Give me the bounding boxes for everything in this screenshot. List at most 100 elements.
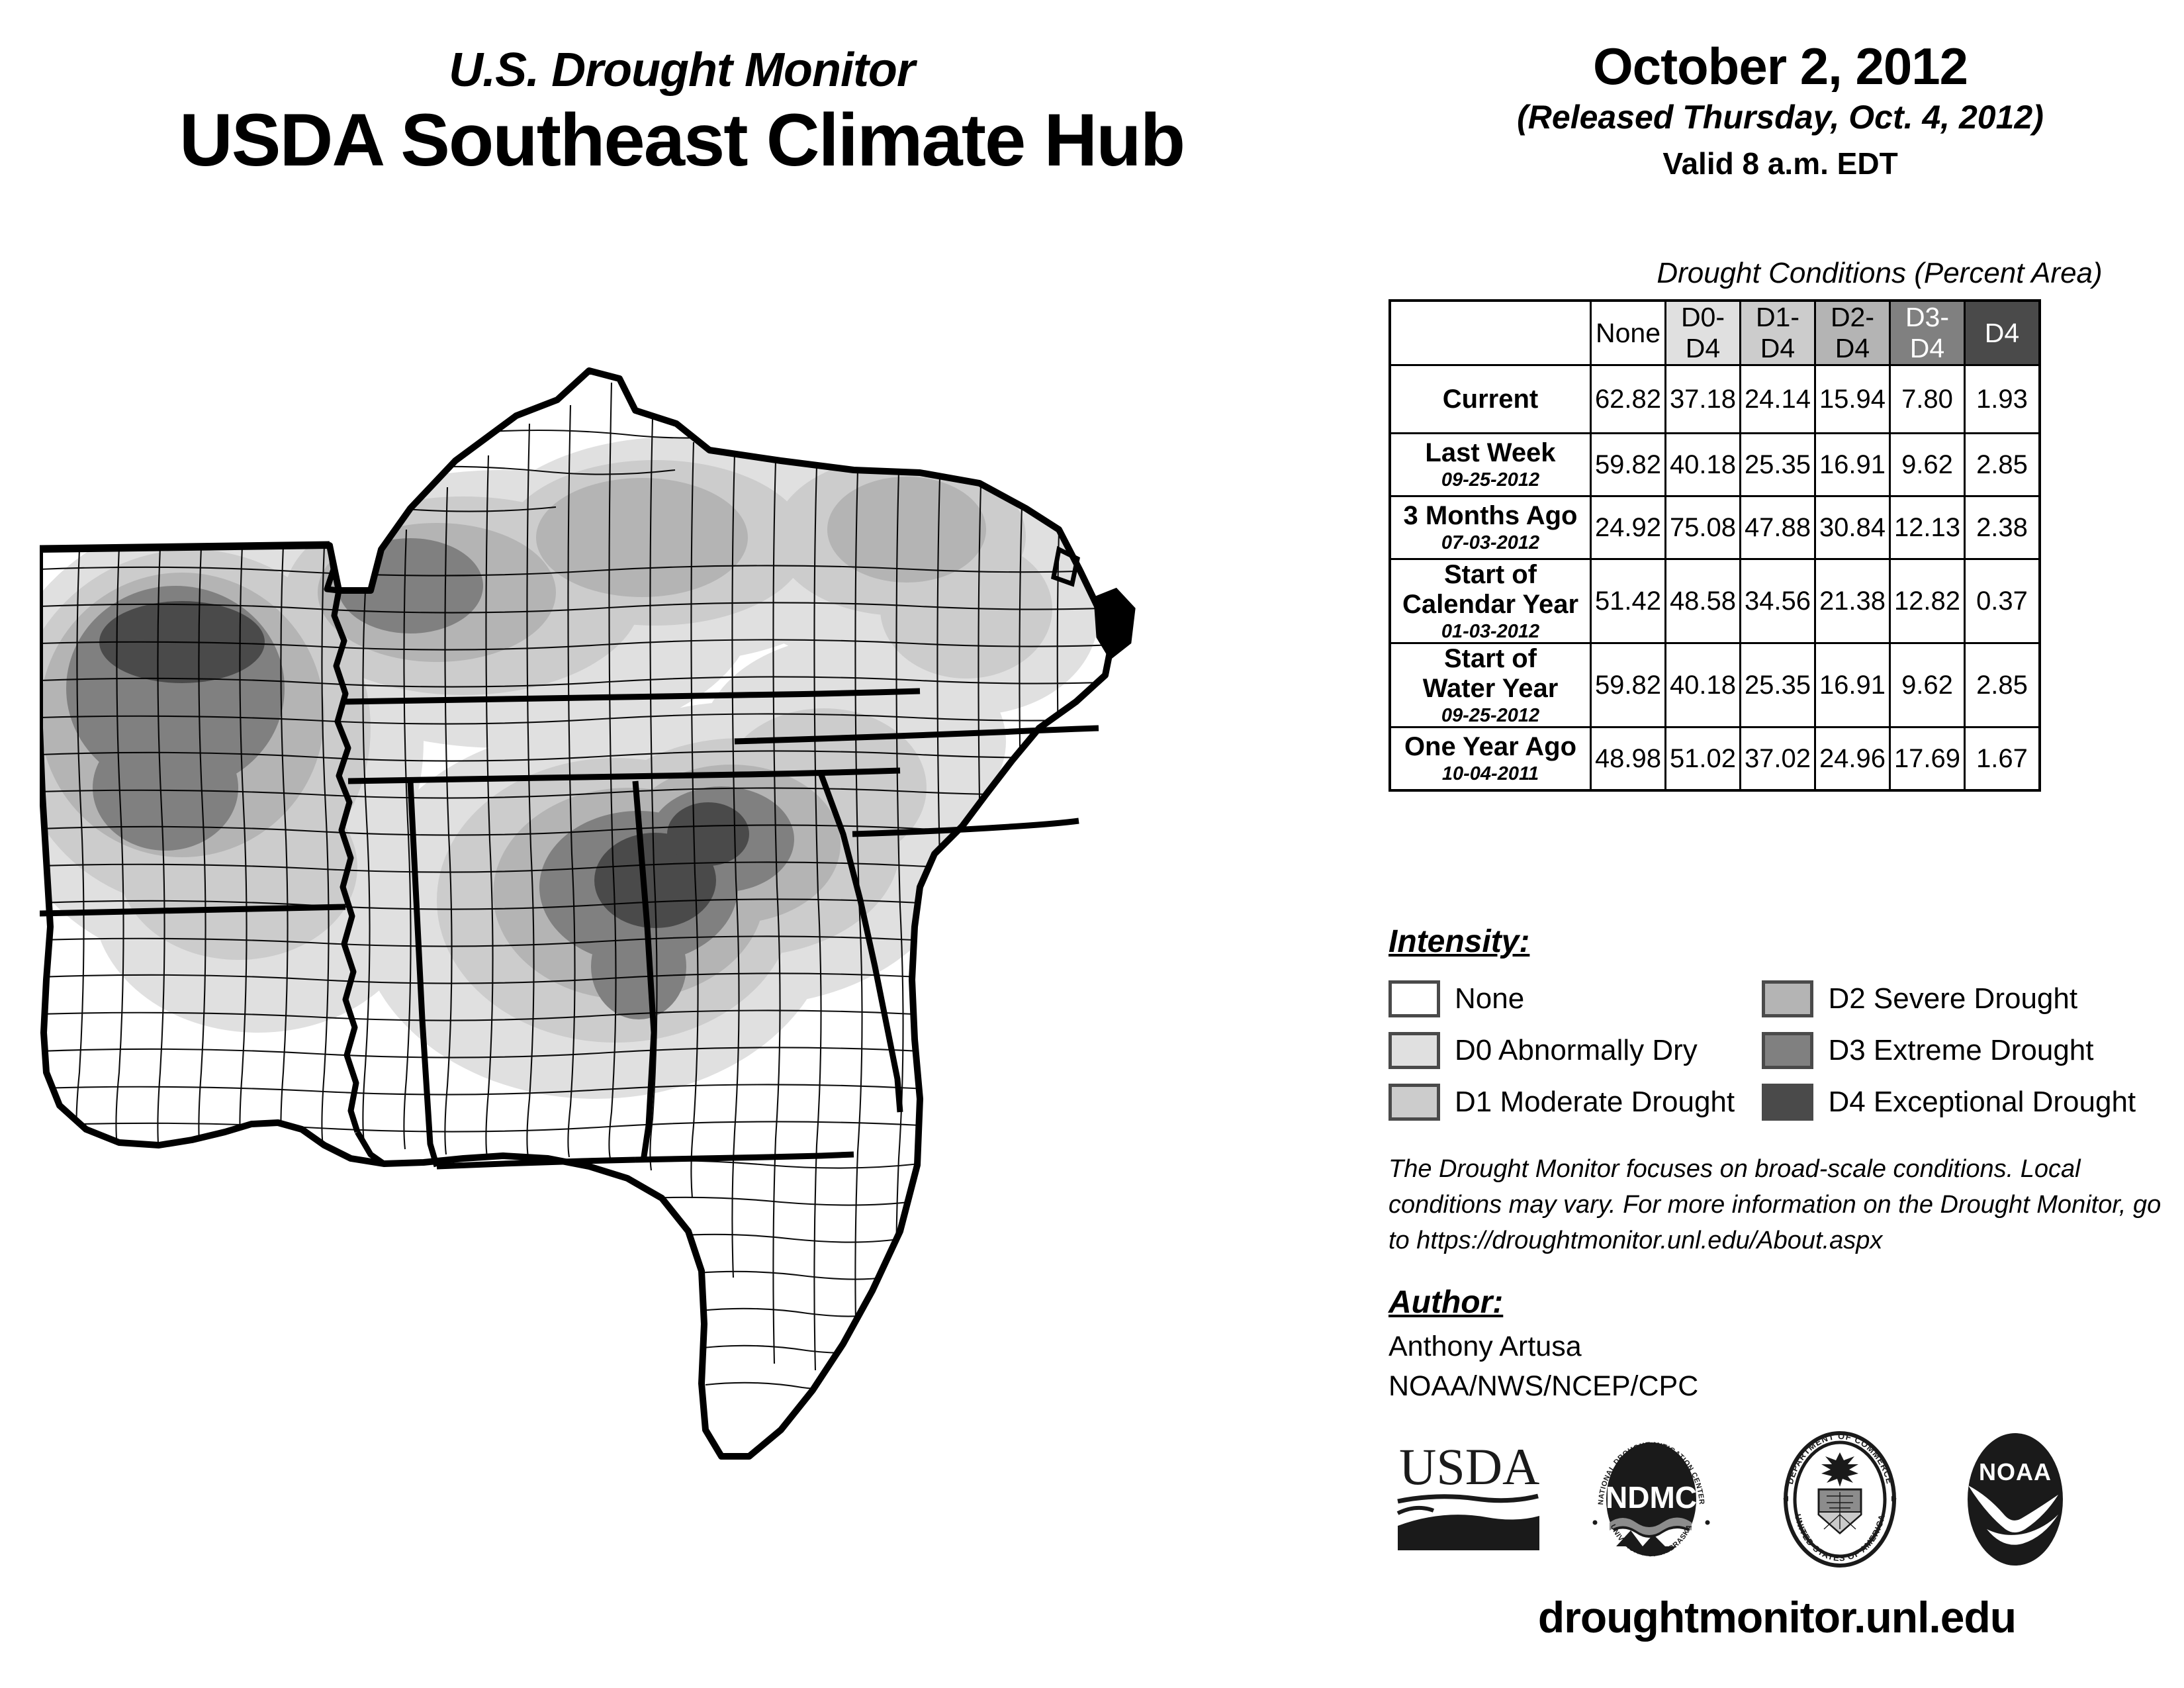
author-name: Anthony Artusa (1388, 1331, 1582, 1362)
cell-scy-d2d4: 21.38 (1814, 557, 1891, 645)
legend-item-d4: D4 Exceptional Drought (1762, 1076, 2172, 1128)
cell-scy-d0d4: 48.58 (1664, 557, 1741, 645)
row-label-text: Last Week (1425, 438, 1556, 468)
swatch-d2-icon (1762, 980, 1814, 1017)
cell-scy-d1d4: 34.56 (1739, 557, 1816, 645)
cell-swy-d3d4: 9.62 (1889, 642, 1966, 729)
cell-current-d3d4: 7.80 (1889, 364, 1966, 434)
cell-swy-d1d4: 25.35 (1739, 642, 1816, 729)
table-header-row: None D0-D4 D1-D4 D2-D4 D3-D4 D4 (1390, 299, 2041, 366)
release-date: (Released Thursday, Oct. 4, 2012) (1517, 98, 2044, 136)
legend-label-d4: D4 Exceptional Drought (1828, 1086, 2136, 1118)
cell-lastweek-d4: 2.85 (1964, 432, 2041, 497)
drought-map (40, 331, 1297, 1523)
row-label-start-of-water-year: Start of Water Year 09-25-2012 (1388, 642, 1592, 729)
cell-3mo-d2d4: 30.84 (1814, 495, 1891, 560)
cell-lastweek-d2d4: 16.91 (1814, 432, 1891, 497)
legend-item-d2: D2 Severe Drought (1762, 973, 2172, 1025)
legend-label-d0: D0 Abnormally Dry (1455, 1034, 1698, 1066)
legend-column-left: None D0 Abnormally Dry D1 Moderate Droug… (1388, 973, 1759, 1128)
cell-current-d1d4: 24.14 (1739, 364, 1816, 434)
cell-swy-none: 59.82 (1590, 642, 1666, 729)
logo-row: USDA NDMC NATIONAL DROUGHT MITIGATION CE… (1383, 1430, 2171, 1582)
page-title: USDA Southeast Climate Hub (179, 99, 1185, 181)
legend-label-d1: D1 Moderate Drought (1455, 1086, 1735, 1118)
row-label-current: Current (1388, 364, 1592, 434)
table-row: Last Week 09-25-2012 59.82 40.18 25.35 1… (1388, 432, 2041, 497)
doc-logo-icon: DEPARTMENT OF COMMERCE UNITED STATES OF … (1783, 1431, 1897, 1568)
cell-3mo-d1d4: 47.88 (1739, 495, 1816, 560)
swatch-d4-icon (1762, 1084, 1814, 1121)
cell-oya-d3d4: 17.69 (1889, 726, 1966, 792)
row-label-date: 07-03-2012 (1441, 532, 1540, 554)
row-label-date: 09-25-2012 (1441, 704, 1540, 726)
usda-logo-icon: USDA (1396, 1438, 1539, 1550)
ndmc-logo-icon: NDMC NATIONAL DROUGHT MITIGATION CENTER … (1592, 1441, 1710, 1558)
author-organization: NOAA/NWS/NCEP/CPC (1388, 1370, 1699, 1402)
table-row: Start of Calendar Year 01-03-2012 51.42 … (1388, 557, 2041, 645)
table-row: Current 62.82 37.18 24.14 15.94 7.80 1.9… (1388, 364, 2041, 434)
cell-current-d4: 1.93 (1964, 364, 2041, 434)
cell-scy-d4: 0.37 (1964, 557, 2041, 645)
cell-current-none: 62.82 (1590, 364, 1666, 434)
author-heading: Author: (1388, 1285, 1504, 1320)
usdm-subtitle: U.S. Drought Monitor (449, 44, 915, 97)
disclaimer-text: The Drought Monitor focuses on broad-sca… (1388, 1155, 2161, 1254)
row-label-three-months-ago: 3 Months Ago 07-03-2012 (1388, 495, 1592, 560)
row-label-text: One Year Ago (1404, 732, 1577, 762)
cell-oya-none: 48.98 (1590, 726, 1666, 792)
cell-scy-none: 51.42 (1590, 557, 1666, 645)
cell-3mo-none: 24.92 (1590, 495, 1666, 560)
svg-text:NDMC: NDMC (1606, 1480, 1697, 1515)
cell-oya-d4: 1.67 (1964, 726, 2041, 792)
row-label-text: 3 Months Ago (1403, 501, 1578, 531)
issue-date: October 2, 2012 (1593, 37, 1968, 95)
swatch-d1-icon (1388, 1084, 1440, 1121)
row-label-text-line2: Water Year (1422, 673, 1559, 703)
legend-column-right: D2 Severe Drought D3 Extreme Drought D4 … (1762, 973, 2172, 1128)
cell-lastweek-d3d4: 9.62 (1889, 432, 1966, 497)
cell-current-d0d4: 37.18 (1664, 364, 1741, 434)
cell-3mo-d4: 2.38 (1964, 495, 2041, 560)
cell-current-d2d4: 15.94 (1814, 364, 1891, 434)
cell-oya-d1d4: 37.02 (1739, 726, 1816, 792)
legend-item-d0: D0 Abnormally Dry (1388, 1025, 1759, 1076)
cell-lastweek-none: 59.82 (1590, 432, 1666, 497)
row-label-date: 01-03-2012 (1441, 620, 1540, 642)
column-header-d4: D4 (1964, 299, 2041, 366)
column-header-d2d4: D2-D4 (1814, 299, 1891, 366)
swatch-d3-icon (1762, 1032, 1814, 1069)
row-label-start-of-calendar-year: Start of Calendar Year 01-03-2012 (1388, 557, 1592, 645)
map-outline (40, 367, 1115, 1460)
row-label-text-line1: Start of (1444, 644, 1537, 674)
cell-swy-d4: 2.85 (1964, 642, 2041, 729)
legend-label-d2: D2 Severe Drought (1828, 982, 2078, 1015)
legend-item-d1: D1 Moderate Drought (1388, 1076, 1759, 1128)
intensity-heading: Intensity: (1388, 924, 1530, 959)
column-header-d3d4: D3-D4 (1889, 299, 1966, 366)
legend-item-d3: D3 Extreme Drought (1762, 1025, 2172, 1076)
row-label-text-line2: Calendar Year (1402, 589, 1579, 619)
intensity-legend: None D0 Abnormally Dry D1 Moderate Droug… (1388, 973, 2183, 1128)
legend-item-none: None (1388, 973, 1759, 1025)
legend-label-d3: D3 Extreme Drought (1828, 1034, 2094, 1066)
cell-oya-d0d4: 51.02 (1664, 726, 1741, 792)
swatch-none-icon (1388, 980, 1440, 1017)
cell-lastweek-d1d4: 25.35 (1739, 432, 1816, 497)
row-label-text-line1: Start of (1444, 560, 1537, 589)
drought-map-svg (40, 367, 1136, 1460)
row-label-last-week: Last Week 09-25-2012 (1388, 432, 1592, 497)
table-row: 3 Months Ago 07-03-2012 24.92 75.08 47.8… (1388, 495, 2041, 560)
cell-scy-d3d4: 12.82 (1889, 557, 1966, 645)
column-header-none: None (1590, 299, 1666, 366)
cell-3mo-d0d4: 75.08 (1664, 495, 1741, 560)
map-chesapeake-detail (1051, 545, 1136, 661)
drought-conditions-table: None D0-D4 D1-D4 D2-D4 D3-D4 D4 Current … (1388, 299, 2041, 792)
swatch-d0-icon (1388, 1032, 1440, 1069)
row-label-date: 10-04-2011 (1441, 763, 1539, 785)
cell-oya-d2d4: 24.96 (1814, 726, 1891, 792)
cell-swy-d0d4: 40.18 (1664, 642, 1741, 729)
map-county-lines (40, 382, 1112, 1390)
footer-url: droughtmonitor.unl.edu (1537, 1593, 2017, 1642)
column-header-d0d4: D0-D4 (1664, 299, 1741, 366)
